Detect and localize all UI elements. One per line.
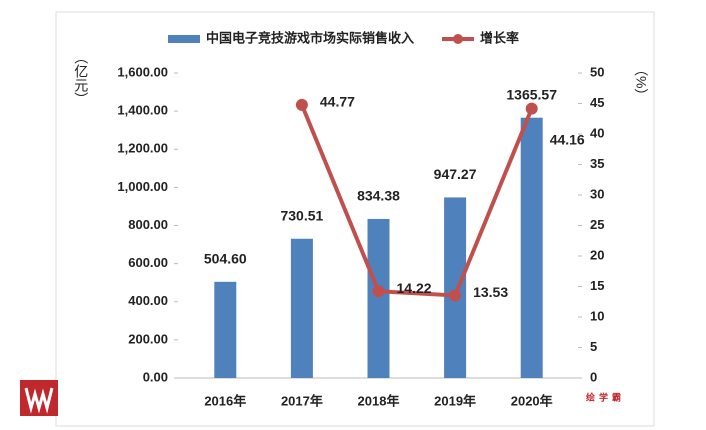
bar-value-label: 1365.57 — [506, 86, 557, 102]
y-tick-label: 600.00 — [128, 255, 168, 270]
y2-tick-label: 35 — [590, 156, 604, 171]
x-tick-label: 2017年 — [281, 393, 323, 408]
legend-swatch — [168, 35, 200, 43]
line-marker — [525, 102, 538, 115]
line-value-label: 13.53 — [473, 284, 508, 300]
y2-tick-label: 20 — [590, 247, 604, 262]
bar-value-label: 834.38 — [357, 188, 400, 204]
y2-tick-label: 30 — [590, 186, 604, 201]
y2-tick-label: 15 — [590, 278, 604, 293]
y2-tick-label: 40 — [590, 125, 604, 140]
watermark: 绘学霸 — [586, 391, 625, 402]
bar — [367, 218, 390, 378]
bar — [214, 281, 237, 378]
x-tick-label: 2019年 — [434, 393, 476, 408]
y-tick-label: 0.00 — [143, 369, 168, 384]
y-tick-label: 200.00 — [128, 331, 168, 346]
bar — [290, 238, 313, 378]
line-value-label: 44.77 — [320, 94, 355, 110]
x-tick-label: 2018年 — [358, 393, 400, 408]
logo — [20, 380, 58, 416]
x-tick-label: 2016年 — [204, 393, 246, 408]
y-tick-label: 1,000.00 — [117, 179, 168, 194]
bar — [520, 117, 543, 378]
y-tick-label: 1,400.00 — [117, 103, 168, 118]
line-marker — [372, 285, 385, 298]
y2-tick-label: 5 — [590, 339, 597, 354]
y2-tick-label: 25 — [590, 217, 604, 232]
line-marker — [295, 98, 308, 111]
line-value-label: 44.16 — [550, 131, 585, 147]
bar — [444, 197, 467, 378]
y2-tick-label: 50 — [590, 64, 604, 79]
line-value-label: 14.22 — [397, 280, 432, 296]
line-marker — [449, 289, 462, 302]
bar-value-label: 947.27 — [434, 166, 477, 182]
y-axis-label: （亿元） — [73, 50, 89, 106]
legend-swatch — [453, 34, 464, 44]
legend-label: 中国电子竞技游戏市场实际销售收入 — [206, 30, 414, 45]
y-tick-label: 1,200.00 — [117, 141, 168, 156]
y-tick-label: 400.00 — [128, 293, 168, 308]
x-tick-label: 2020年 — [511, 393, 553, 408]
y-tick-label: 1,600.00 — [117, 64, 168, 79]
bar-value-label: 730.51 — [280, 207, 323, 223]
chart-frame — [55, 11, 655, 427]
y2-tick-label: 0 — [590, 369, 597, 384]
legend-label: 增长率 — [480, 30, 519, 45]
y2-tick-label: 45 — [590, 95, 604, 110]
line — [300, 104, 534, 298]
y-tick-label: 800.00 — [128, 217, 168, 232]
y2-axis-label: （%） — [633, 62, 649, 102]
y2-tick-label: 10 — [590, 308, 604, 323]
bar-value-label: 504.60 — [204, 251, 247, 267]
